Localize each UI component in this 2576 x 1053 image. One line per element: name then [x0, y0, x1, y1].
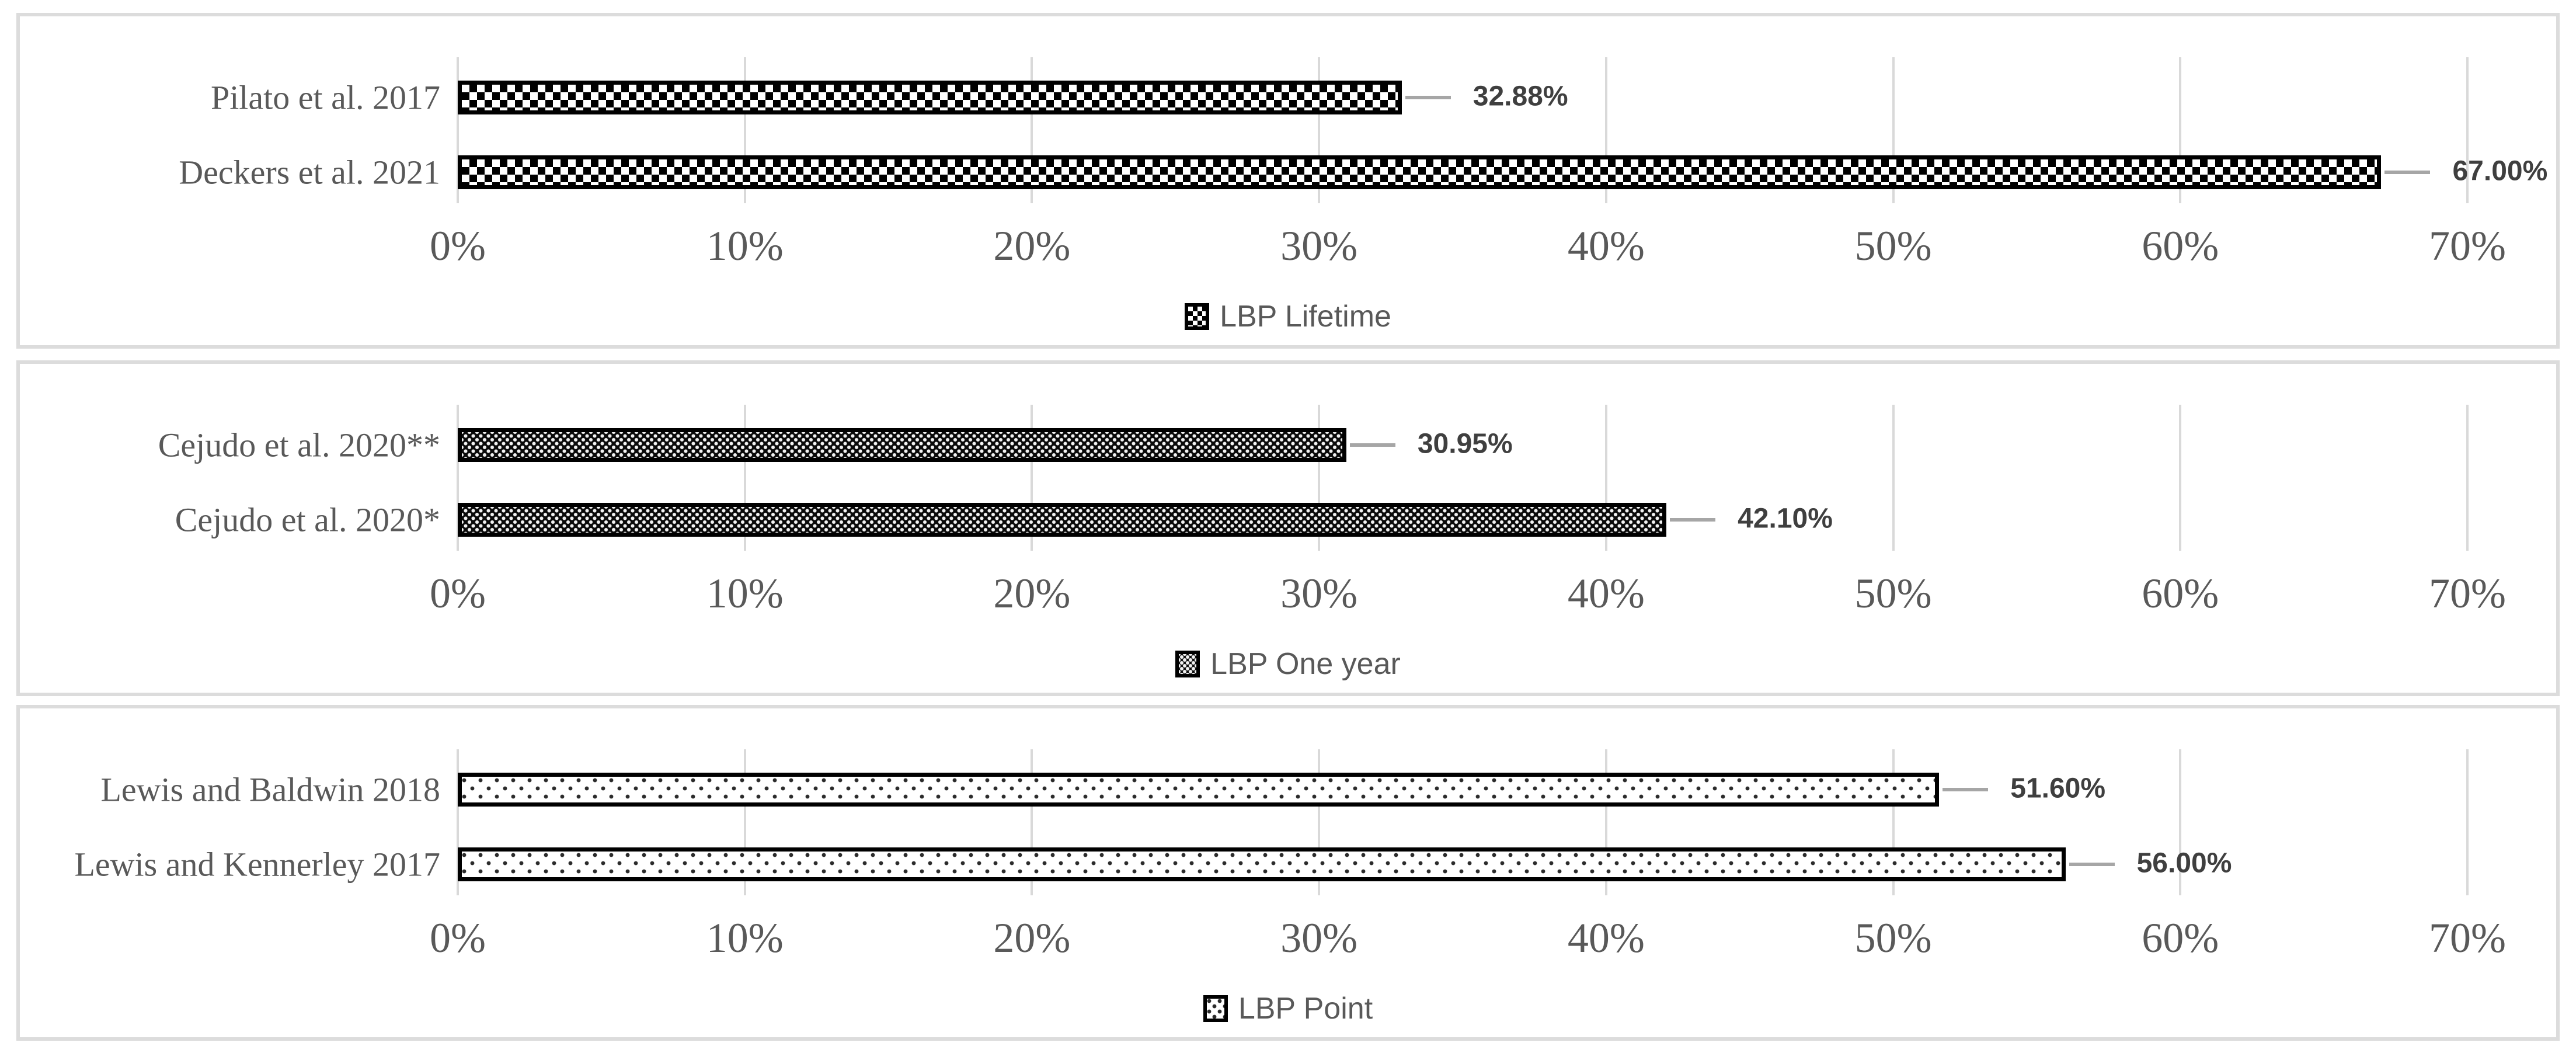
gridline-20% — [1031, 57, 1033, 203]
axis-tick-label: 60% — [2142, 915, 2219, 961]
axis-tick-label: 70% — [2429, 223, 2506, 269]
axis-tick-label: 60% — [2142, 223, 2219, 269]
category-label: Lewis and Baldwin 2018 — [100, 770, 440, 809]
axis-tick-label: 50% — [1854, 223, 1932, 269]
leader-line — [1349, 443, 1395, 447]
panel-lbp-lifetime: Pilato et al. 2017 32.88% Deckers et al. 2… — [16, 13, 2560, 349]
legend: LBP Lifetime — [20, 298, 2556, 335]
data-label: 51.60% — [2010, 773, 2106, 804]
legend-swatch-icon — [1175, 651, 1200, 677]
data-label: 56.00% — [2136, 847, 2232, 879]
gridline-70% — [2466, 405, 2469, 551]
bar-row: Pilato et al. 2017 32.88% — [211, 79, 2467, 117]
axis-tick-label: 30% — [1280, 570, 1358, 617]
bar-lbp-point — [458, 847, 2066, 881]
legend-label: LBP Lifetime — [1220, 300, 1391, 333]
gridline-40% — [1604, 57, 1607, 203]
axis-tick-label: 50% — [1854, 570, 1932, 617]
bar-row: Lewis and Baldwin 2018 51.60% — [100, 771, 2467, 809]
category-label: Pilato et al. 2017 — [210, 78, 440, 117]
axis-tick-label: 70% — [2429, 570, 2506, 617]
axis-tick-label: 0% — [430, 223, 486, 269]
bar-lbp-one-year — [458, 503, 1667, 537]
bar-lbp-one-year — [458, 428, 1346, 462]
leader-line — [2384, 171, 2431, 174]
axis-tick-label: 30% — [1280, 915, 1358, 961]
axis-tick-label: 10% — [706, 223, 784, 269]
gridline-30% — [1318, 57, 1321, 203]
bar-row: Cejudo et al. 2020** 30.95% — [158, 426, 2467, 464]
gridline-70% — [2466, 749, 2469, 895]
axis-tick-label: 0% — [430, 570, 486, 617]
gridline-10% — [743, 749, 746, 895]
gridline-50% — [1892, 405, 1895, 551]
gridline-10% — [743, 57, 746, 203]
axis-tick-label: 0% — [430, 915, 486, 961]
category-label: Cejudo et al. 2020* — [175, 501, 440, 539]
legend-label: LBP Point — [1238, 992, 1373, 1026]
leader-line — [2069, 863, 2115, 866]
leader-line — [1943, 788, 1989, 791]
gridline-10% — [743, 405, 746, 551]
gridline-60% — [2179, 57, 2182, 203]
axis-tick-label: 10% — [706, 570, 784, 617]
data-label: 30.95% — [1417, 428, 1513, 460]
data-label: 42.10% — [1738, 503, 1833, 534]
panel-lbp-one-year: Cejudo et al. 2020** 30.95% Cejudo et al. … — [16, 360, 2560, 696]
axis-tick-label: 20% — [993, 915, 1071, 961]
gridline-40% — [1604, 405, 1607, 551]
legend-label: LBP One year — [1210, 647, 1401, 681]
axis-tick-label: 40% — [1567, 915, 1645, 961]
axis-tick-label: 20% — [993, 570, 1071, 617]
legend-swatch-icon — [1185, 303, 1210, 330]
bar-row: Deckers et al. 2021 67.00% — [179, 154, 2547, 192]
gridline-0% — [457, 749, 459, 895]
data-label: 32.88% — [1473, 81, 1568, 112]
gridline-60% — [2179, 405, 2182, 551]
bar-lbp-lifetime — [458, 81, 1402, 114]
plot-area: Pilato et al. 2017 32.88% Deckers et al. 2… — [179, 57, 2547, 203]
gridline-0% — [457, 405, 459, 551]
bar-row: Lewis and Kennerley 2017 56.00% — [74, 846, 2467, 884]
axis-tick-label: 40% — [1567, 570, 1645, 617]
x-axis-ticks: 0% 10% 20% 30% 40% 50% 60% 70% — [430, 914, 2506, 969]
gridline-60% — [2179, 749, 2182, 895]
gridline-20% — [1031, 749, 1033, 895]
legend-swatch-icon — [1203, 995, 1228, 1022]
axis-tick-label: 20% — [993, 223, 1071, 269]
leader-line — [1670, 518, 1716, 522]
gridline-30% — [1318, 405, 1321, 551]
category-label: Lewis and Kennerley 2017 — [74, 845, 440, 884]
gridline-40% — [1604, 749, 1607, 895]
axis-tick-label: 40% — [1567, 223, 1645, 269]
x-axis-ticks: 0% 10% 20% 30% 40% 50% 60% 70% — [430, 222, 2506, 277]
axis-tick-label: 10% — [706, 915, 784, 961]
gridline-20% — [1031, 405, 1033, 551]
axis-tick-label: 30% — [1280, 223, 1358, 269]
data-label: 67.00% — [2452, 155, 2548, 187]
plot-area: Cejudo et al. 2020** 30.95% Cejudo et al. … — [158, 405, 2469, 551]
axis-tick-label: 60% — [2142, 570, 2219, 617]
panel-lbp-point: Lewis and Baldwin 2018 51.60% Lewis and Ke… — [16, 705, 2560, 1041]
legend: LBP One year — [20, 645, 2556, 683]
plot-area: Lewis and Baldwin 2018 51.60% Lewis and Ke… — [74, 749, 2469, 895]
gridline-50% — [1892, 749, 1895, 895]
bar-lbp-lifetime — [458, 155, 2382, 189]
gridline-30% — [1318, 749, 1321, 895]
category-label: Cejudo et al. 2020** — [158, 426, 440, 464]
bar-lbp-point — [458, 773, 1940, 807]
category-label: Deckers et al. 2021 — [179, 153, 440, 192]
bar-row: Cejudo et al. 2020* 42.10% — [175, 501, 2467, 539]
legend: LBP Point — [20, 990, 2556, 1027]
gridline-50% — [1892, 57, 1895, 203]
axis-tick-label: 70% — [2429, 915, 2506, 961]
gridline-70% — [2466, 57, 2469, 203]
axis-tick-label: 50% — [1854, 915, 1932, 961]
x-axis-ticks: 0% 10% 20% 30% 40% 50% 60% 70% — [430, 569, 2506, 625]
leader-line — [1405, 96, 1451, 99]
gridline-0% — [457, 57, 459, 203]
